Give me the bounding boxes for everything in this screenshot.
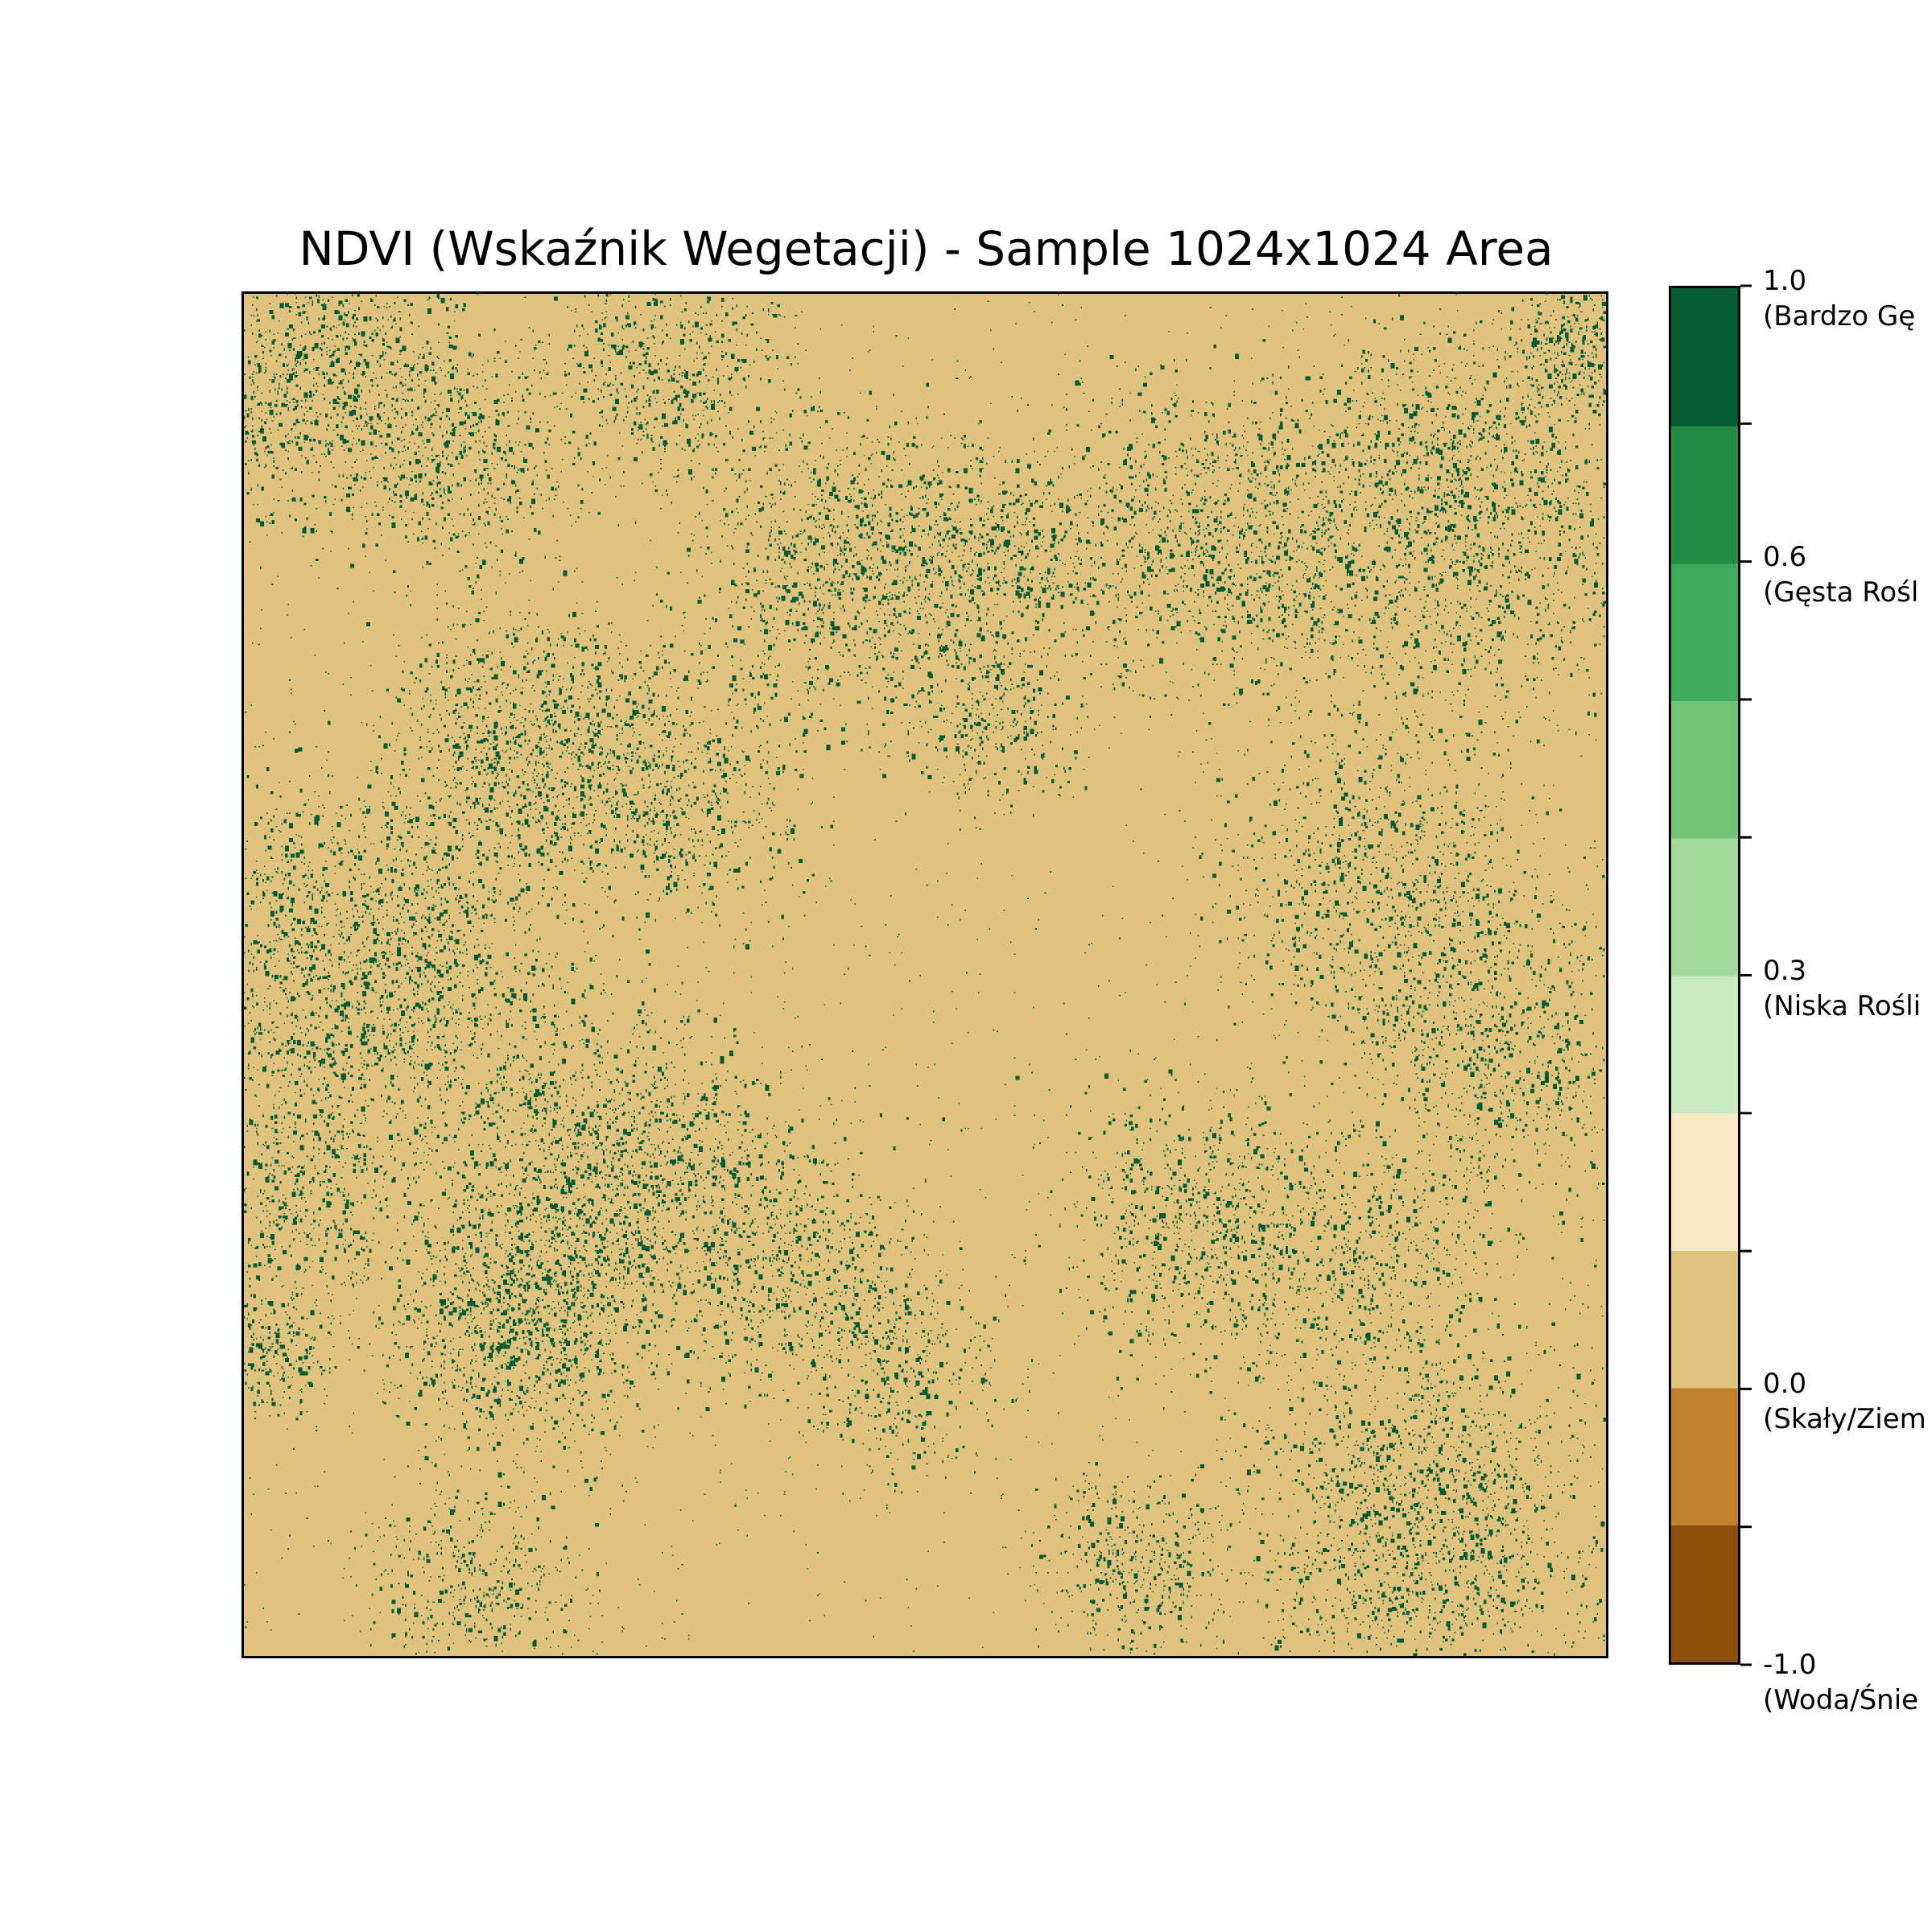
colorbar-tick-value: -1.0 [1763, 1649, 1817, 1681]
colorbar-label: 0.0 (Skały/Ziem [1763, 1366, 1932, 1443]
colorbar-tick-description: (Bardzo Gę [1763, 300, 1916, 332]
colorbar-tick-value: 1.0 [1763, 265, 1807, 297]
colorbar-swatch [1671, 1387, 1738, 1526]
colorbar-tick-value: 0.3 [1763, 954, 1807, 987]
ndvi-map-panel [242, 291, 1608, 1658]
colorbar-swatch [1671, 1525, 1738, 1662]
colorbar-swatch [1671, 975, 1738, 1114]
colorbar-tick-value: 0.0 [1763, 1368, 1807, 1401]
colorbar-label: -1.0 (Woda/Śnie [1763, 1647, 1932, 1724]
ndvi-map [244, 294, 1606, 1656]
colorbar-label: 0.6 (Gęsta Rośl [1763, 539, 1932, 617]
map-background [244, 294, 1606, 1656]
colorbar-tick-value: 0.6 [1763, 540, 1807, 573]
colorbar-swatch [1671, 837, 1738, 976]
colorbar-swatch [1671, 1113, 1738, 1251]
chart-title: NDVI (Wskaźnik Wegetacji) - Sample 1024x… [299, 221, 1554, 276]
vegetation-pixels [244, 294, 1606, 1656]
colorbar-swatch [1671, 563, 1738, 701]
colorbar-swatch [1671, 700, 1738, 839]
colorbar-tick-description: (Gęsta Rośl [1763, 576, 1919, 609]
colorbar-swatch [1671, 1249, 1738, 1389]
colorbar-tick-description: (Woda/Śnie [1763, 1684, 1919, 1716]
colorbar-label: 0.3 (Niska Rośli [1763, 953, 1932, 1030]
colorbar-swatches [1671, 288, 1738, 1662]
colorbar [1669, 286, 1740, 1665]
colorbar-label: 1.0 (Bardzo Gę [1763, 263, 1932, 341]
colorbar-tick-description: (Niska Rośli [1763, 989, 1922, 1022]
colorbar-tick-description: (Skały/Ziem [1763, 1403, 1926, 1436]
colorbar-swatch [1671, 425, 1738, 564]
colorbar-swatch [1671, 288, 1738, 427]
